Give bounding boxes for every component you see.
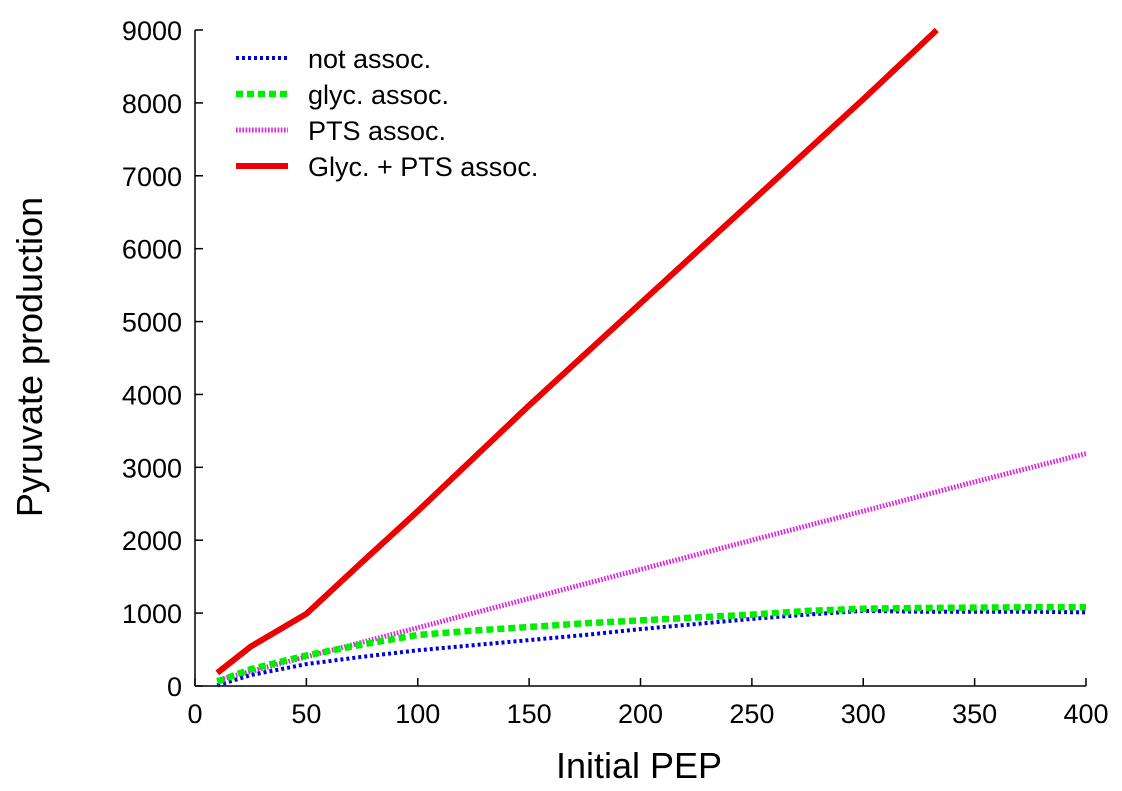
y-tick-label: 1000: [122, 599, 182, 629]
legend-label-1: glyc. assoc.: [308, 80, 449, 110]
x-tick-label: 250: [729, 699, 774, 729]
x-tick-label: 100: [395, 699, 440, 729]
series-line-1: [216, 604, 1086, 685]
y-tick-label: 0: [167, 672, 182, 702]
y-tick-label: 6000: [122, 235, 182, 265]
series-line-0: [216, 608, 1087, 688]
legend-label-2: PTS assoc.: [308, 116, 446, 146]
y-tick-label: 9000: [122, 16, 182, 46]
legend: not assoc. glyc. assoc. PTS assoc. Glyc. + …: [236, 44, 538, 182]
y-tick-label: 3000: [122, 453, 182, 483]
x-tick-label: 150: [507, 699, 552, 729]
y-tick-label: 7000: [122, 162, 182, 192]
legend-label-3: Glyc. + PTS assoc.: [308, 152, 538, 182]
x-tick-label: 400: [1063, 699, 1108, 729]
x-tick-label: 300: [841, 699, 886, 729]
y-tick-label: 2000: [122, 526, 182, 556]
series-lines: [215, 27, 1087, 688]
y-tick-label: 5000: [122, 308, 182, 338]
x-tick-label: 350: [952, 699, 997, 729]
x-tick-label: 200: [618, 699, 663, 729]
x-axis-title: Initial PEP: [556, 745, 722, 786]
axes: 0 50 100 150 200 250 300 350 4000100020003000400…: [122, 16, 1109, 729]
x-tick-label: 0: [187, 699, 202, 729]
series-line-3: [215, 27, 939, 676]
y-tick-label: 8000: [122, 89, 182, 119]
y-tick-label: 4000: [122, 380, 182, 410]
legend-label-0: not assoc.: [308, 44, 431, 74]
x-tick-label: 50: [291, 699, 321, 729]
y-axis-title: Pyruvate production: [9, 197, 50, 517]
